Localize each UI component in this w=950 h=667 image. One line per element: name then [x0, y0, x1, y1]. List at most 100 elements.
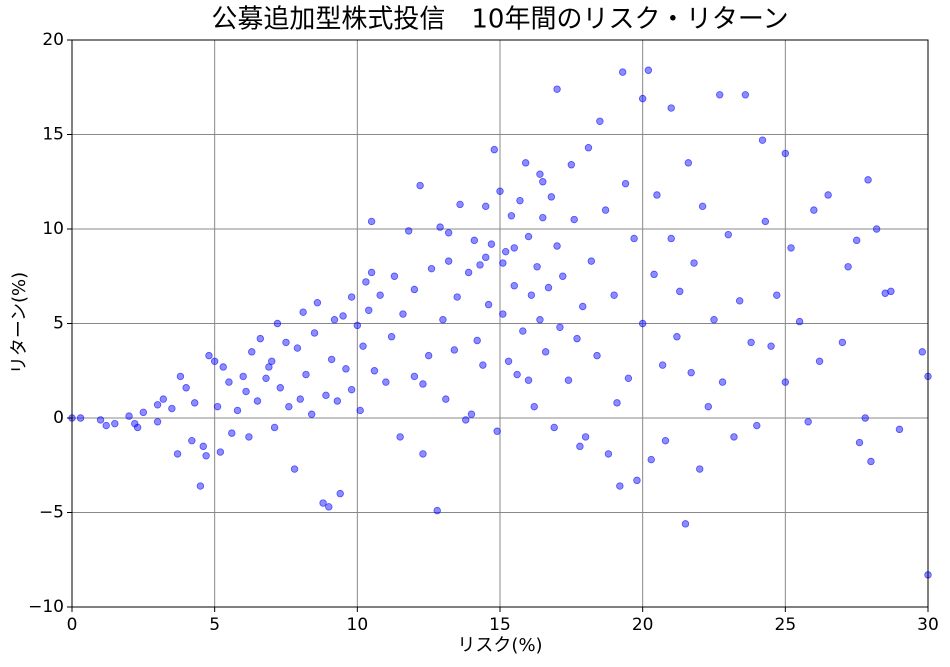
data-point — [367, 217, 376, 226]
data-point — [242, 387, 250, 396]
data-point — [596, 117, 604, 125]
data-point — [638, 94, 647, 103]
data-point — [887, 287, 895, 296]
data-point — [239, 372, 247, 381]
data-point — [507, 212, 516, 220]
data-point — [867, 457, 875, 466]
data-point — [521, 159, 530, 167]
data-point — [584, 144, 593, 152]
data-point — [698, 202, 707, 211]
data-point — [216, 448, 225, 456]
data-point — [270, 423, 279, 432]
data-point — [524, 232, 533, 241]
data-point — [356, 406, 364, 415]
data-point — [487, 240, 496, 248]
data-point — [439, 316, 447, 324]
data-point — [482, 253, 490, 262]
data-point — [559, 272, 567, 280]
data-point — [504, 357, 513, 365]
data-point — [210, 357, 219, 365]
data-point — [353, 321, 362, 330]
data-point — [804, 418, 812, 426]
data-point — [182, 384, 190, 392]
data-point — [313, 299, 322, 307]
x-tick-label: 0 — [67, 615, 78, 635]
data-point — [347, 293, 356, 301]
data-point — [567, 161, 576, 169]
data-point — [322, 391, 330, 400]
data-point — [716, 91, 724, 99]
data-point — [536, 316, 544, 324]
data-point — [359, 342, 367, 350]
data-point — [781, 378, 790, 386]
x-tick-label: 30 — [917, 615, 939, 635]
data-point — [658, 361, 667, 369]
data-point — [553, 242, 561, 250]
data-point — [524, 376, 533, 384]
data-point — [844, 263, 852, 271]
data-point — [690, 259, 698, 267]
data-point — [773, 291, 781, 299]
data-point — [419, 380, 427, 388]
data-point — [293, 344, 302, 352]
data-point — [265, 363, 273, 371]
data-point — [433, 506, 441, 515]
data-point — [527, 291, 536, 299]
data-point — [273, 319, 282, 328]
data-point — [173, 450, 182, 458]
data-point — [268, 357, 276, 365]
y-tick-label: 5 — [53, 314, 64, 334]
points — [68, 66, 932, 579]
y-tick-label: 20 — [42, 30, 64, 50]
data-point — [855, 438, 864, 447]
data-point — [376, 291, 384, 299]
data-point — [404, 227, 413, 235]
data-point — [579, 302, 587, 311]
data-point — [667, 234, 675, 243]
data-point — [576, 442, 584, 451]
data-point — [342, 365, 350, 373]
data-point — [550, 423, 558, 432]
data-point — [444, 257, 453, 265]
data-point — [539, 178, 547, 186]
data-point — [256, 334, 265, 343]
data-point — [456, 200, 464, 209]
data-point — [199, 442, 207, 451]
data-point — [730, 433, 738, 441]
data-point — [556, 323, 564, 331]
data-point — [687, 368, 695, 377]
data-point — [202, 452, 210, 460]
data-point — [704, 402, 712, 411]
data-point — [761, 217, 770, 226]
data-point — [616, 482, 624, 490]
data-point — [499, 259, 507, 267]
data-point — [153, 401, 162, 409]
data-point — [667, 104, 675, 112]
data-point — [604, 450, 613, 458]
data-point — [533, 263, 541, 271]
data-point — [168, 404, 176, 413]
data-point — [296, 395, 304, 403]
data-point — [510, 282, 518, 290]
data-point — [285, 402, 293, 411]
data-point — [516, 196, 524, 205]
data-point — [467, 410, 476, 418]
data-point — [638, 319, 647, 328]
data-point — [539, 213, 547, 222]
data-point — [125, 412, 133, 420]
data-point — [450, 346, 459, 354]
data-point — [864, 176, 872, 184]
data-point — [684, 159, 693, 167]
data-point — [519, 327, 527, 335]
data-point — [262, 374, 270, 383]
x-tick-label: 20 — [632, 615, 654, 635]
data-point — [541, 348, 550, 356]
data-point — [815, 357, 824, 365]
data-point — [718, 378, 727, 386]
data-point — [613, 399, 621, 407]
data-point — [587, 257, 596, 265]
data-point — [307, 410, 316, 418]
data-point — [453, 293, 461, 301]
data-point — [299, 308, 307, 316]
data-point — [644, 66, 653, 74]
